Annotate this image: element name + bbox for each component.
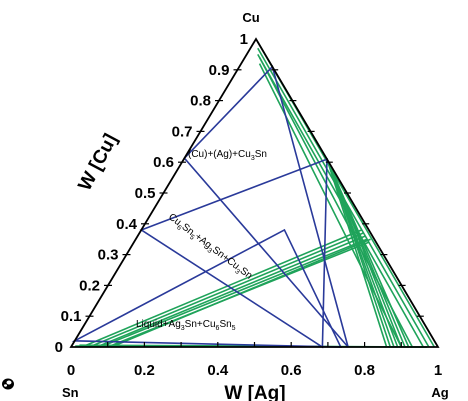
x-tick-labels: 0 0.2 0.4 0.6 0.8 1 [67,362,442,379]
tie-line [258,63,403,348]
tie-line [328,161,403,348]
y-tick-label: 1 [240,31,248,48]
tick-marks-group [85,69,424,347]
y-tick-label: 0.3 [98,247,119,264]
three-phase-triangle [139,157,328,349]
tie-line [111,238,371,348]
y-tick-labels: 0 0.1 0.2 0.3 0.4 0.5 0.6 0.7 0.8 0.9 1 [55,31,248,356]
region-label-part: 5 [188,234,195,242]
tie-line [96,235,366,348]
region-label-part: (Cu)+(Ag)+Cu [188,149,251,160]
y-tick-label: 0.6 [153,154,174,171]
tie-line [81,229,362,348]
region-label-part: 6 [175,224,182,232]
tie-line [326,158,388,348]
x-tick-label: 0.4 [207,362,229,379]
region-label-part: 3 [206,247,213,255]
region-label-part: Sn+Cu [185,319,216,330]
three-phase-triangle [183,65,349,348]
corner-label-right: Ag [431,385,448,400]
y-tick-label: 0.8 [190,93,211,110]
corner-label-left: Sn [62,385,79,400]
tie-lines-group [75,41,436,348]
y-axis-title: W [Cu] [75,130,122,194]
corner-label-top: Cu [242,10,259,25]
three-phase-triangle [71,228,343,348]
y-tick-label: 0.4 [116,216,138,233]
x-tick-label: 0 [67,362,75,379]
region-label-part: 5 [232,325,236,332]
y-tick-label: 0.5 [135,185,156,202]
three-phase-triangles-group [71,65,349,349]
x-tick-label: 0.6 [281,362,302,379]
region-label-part: 3 [181,325,185,332]
region-label-cu-ag-cu3sn: (Cu)+(Ag)+Cu3Sn [188,149,267,162]
x-axis-title: W [Ag] [224,383,285,401]
region-label-liquid-ag3sn-cu6sn5: Liquid+Ag3Sn+Cu6Sn5 [136,319,236,332]
region-label-part: Sn [255,149,267,160]
region-label-part: 3 [233,268,240,276]
region-label-part: Sn [219,319,231,330]
y-tick-label: 0.1 [61,308,82,325]
region-label-part: 6 [216,325,220,332]
tie-line [89,232,364,348]
tie-line [100,238,368,348]
logo-icon [2,378,14,390]
region-label-part: Liquid+Ag [136,319,181,330]
y-tick-label: 0.7 [172,123,193,140]
y-tick-label: 0 [55,339,63,356]
y-tick-label: 0.9 [209,62,230,79]
x-tick-label: 1 [434,362,442,379]
x-tick-label: 0.8 [354,362,375,379]
tie-line [328,161,392,348]
region-label-part: 3 [251,155,255,162]
y-tick-label: 0.2 [79,277,100,294]
x-tick-label: 0.2 [134,362,155,379]
